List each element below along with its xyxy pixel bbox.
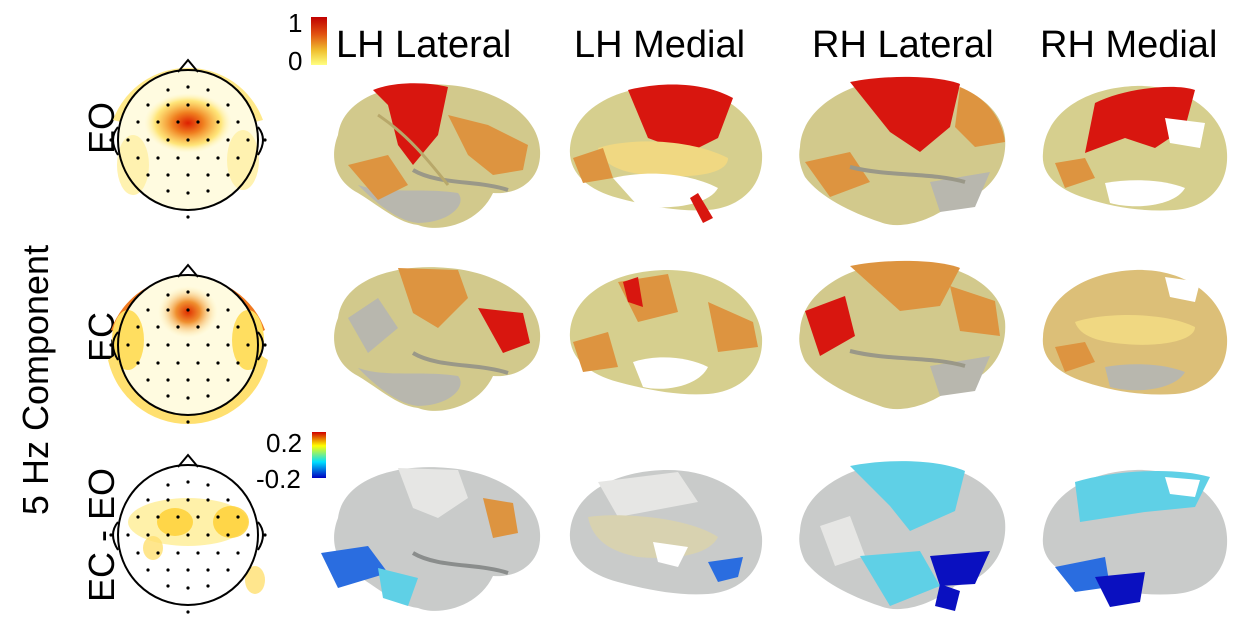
brain-eo-rh-medial — [1042, 85, 1228, 211]
column-header-rh-medial: RH Medial — [1040, 24, 1218, 66]
brain-diff-lh-medial — [569, 470, 763, 595]
brain-ec-lh-lateral — [334, 267, 541, 411]
colorbar-diff-min: -0.2 — [256, 464, 301, 494]
column-header-rh-lateral: RH Lateral — [812, 24, 994, 66]
brain-diff-rh-medial — [1042, 469, 1228, 607]
colorbar-warm — [311, 17, 327, 65]
column-header-lh-medial: LH Medial — [574, 24, 746, 66]
colorbar-diff — [312, 432, 326, 478]
brain-diff-lh-lateral — [321, 467, 541, 611]
brain-eo-rh-lateral — [799, 76, 1006, 226]
column-header-lh-lateral: LH Lateral — [336, 24, 512, 66]
brain-eo-lh-lateral — [334, 83, 541, 228]
colorbar-diff-max: 0.2 — [266, 428, 303, 458]
side-label-5hz-component: 5 Hz Component — [15, 244, 56, 516]
brain-ec-rh-medial — [1042, 269, 1228, 395]
brain-diff-rh-lateral — [799, 461, 1006, 611]
topomap-eo — [109, 58, 267, 219]
topomap-ec-eo — [109, 453, 267, 614]
brain-eo-lh-medial — [569, 84, 763, 223]
brain-ec-lh-medial — [569, 270, 763, 395]
colorbar-warm-max: 1 — [288, 8, 303, 38]
brain-ec-rh-lateral — [799, 260, 1006, 410]
topomap-ec — [108, 263, 268, 424]
colorbar-warm-min: 0 — [288, 46, 303, 76]
